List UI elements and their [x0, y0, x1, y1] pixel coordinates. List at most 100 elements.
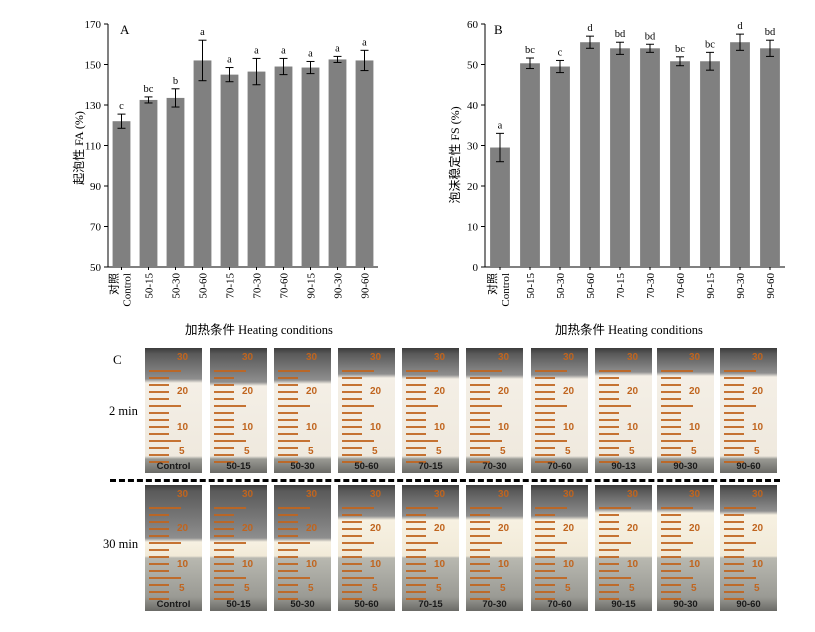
- graduation-number: 20: [177, 386, 189, 397]
- graduation-mark: [342, 447, 362, 449]
- graduation-mark: [470, 419, 490, 421]
- graduation-number: 10: [434, 559, 446, 570]
- graduation-mark: [406, 419, 426, 421]
- graduation-mark: [342, 577, 374, 579]
- graduation-mark: [342, 542, 374, 544]
- graduation-mark: [599, 398, 619, 400]
- graduation-mark: [661, 521, 681, 523]
- graduation-mark: [599, 412, 619, 414]
- graduation-number: 30: [306, 489, 318, 500]
- graduation-mark: [149, 384, 169, 386]
- sample-label: 70-15: [418, 599, 443, 610]
- graduation-mark: [214, 577, 246, 579]
- graduation-mark: [661, 377, 681, 379]
- graduation-mark: [661, 570, 681, 572]
- graduation-mark: [535, 412, 555, 414]
- graduation-mark: [278, 440, 310, 442]
- sample-label: 90-60: [736, 461, 761, 472]
- graduation-mark: [406, 570, 426, 572]
- foam-tube-photo: 30 20 10 5 Control: [145, 485, 202, 611]
- graduation-mark: [470, 556, 490, 558]
- graduation-mark: [342, 598, 362, 600]
- graduation-mark: [470, 405, 502, 407]
- graduation-mark: [406, 461, 426, 463]
- graduation-mark: [406, 528, 426, 530]
- graduation-mark: [661, 419, 681, 421]
- graduation-mark: [470, 440, 502, 442]
- graduation-number: 30: [689, 352, 701, 363]
- graduation-number: 5: [754, 583, 760, 594]
- graduation-mark: [661, 528, 681, 530]
- graduation-mark: [470, 521, 490, 523]
- graduation-mark: [406, 384, 426, 386]
- foam-tube-photo: 30 20 10 5 70-30: [466, 348, 523, 473]
- graduation-number: 30: [177, 489, 189, 500]
- graduation-number: 5: [754, 446, 760, 457]
- graduation-mark: [342, 391, 362, 393]
- graduation-number: 30: [370, 352, 382, 363]
- foam-tube-photo: 30 20 10 5 70-60: [531, 485, 588, 611]
- graduation-mark: [535, 391, 555, 393]
- sample-label: 70-30: [482, 599, 507, 610]
- graduation-number: 30: [306, 352, 318, 363]
- graduation-mark: [470, 370, 502, 372]
- graduation-mark: [278, 412, 298, 414]
- graduation-number: 20: [627, 386, 639, 397]
- graduation-mark: [214, 570, 234, 572]
- graduation-mark: [214, 563, 234, 565]
- graduation-mark: [599, 591, 619, 593]
- graduation-mark: [535, 570, 555, 572]
- graduation-mark: [535, 440, 567, 442]
- graduation-mark: [342, 433, 362, 435]
- graduation-mark: [470, 433, 490, 435]
- x-axis-title-b: 加热条件 Heating conditions: [555, 323, 703, 337]
- graduation-mark: [724, 461, 744, 463]
- graduation-number: 10: [627, 559, 639, 570]
- graduation-number: 20: [306, 523, 318, 534]
- graduation-mark: [599, 563, 619, 565]
- graduation-mark: [406, 542, 438, 544]
- graduation-number: 30: [752, 352, 764, 363]
- graduation-mark: [470, 447, 490, 449]
- graduation-mark: [599, 584, 619, 586]
- graduation-mark: [278, 419, 298, 421]
- graduation-mark: [406, 454, 426, 456]
- graduation-number: 5: [308, 446, 314, 457]
- graduation-number: 30: [627, 489, 639, 500]
- graduation-number: 30: [242, 489, 254, 500]
- graduation-mark: [661, 591, 681, 593]
- graduation-mark: [278, 549, 298, 551]
- graduation-mark: [149, 549, 169, 551]
- graduation-mark: [724, 377, 744, 379]
- graduation-number: 20: [498, 386, 510, 397]
- graduation-mark: [278, 514, 298, 516]
- sample-label: 70-15: [418, 461, 443, 472]
- graduation-mark: [470, 461, 490, 463]
- graduation-mark: [535, 398, 555, 400]
- graduation-mark: [406, 391, 426, 393]
- graduation-mark: [149, 514, 169, 516]
- graduation-mark: [599, 384, 619, 386]
- graduation-mark: [470, 377, 490, 379]
- graduation-mark: [342, 521, 362, 523]
- graduation-mark: [535, 521, 555, 523]
- graduation-number: 20: [306, 386, 318, 397]
- graduation-mark: [342, 370, 374, 372]
- graduation-mark: [342, 514, 362, 516]
- graduation-mark: [599, 461, 619, 463]
- graduation-mark: [470, 549, 490, 551]
- sample-label: 50-15: [226, 461, 251, 472]
- sample-label: Control: [156, 599, 191, 610]
- graduation-mark: [278, 563, 298, 565]
- graduation-mark: [406, 584, 426, 586]
- graduation-number: 10: [177, 559, 189, 570]
- graduation-number: 5: [436, 583, 442, 594]
- graduation-mark: [149, 377, 169, 379]
- graduation-mark: [535, 461, 555, 463]
- graduation-mark: [149, 433, 169, 435]
- graduation-mark: [724, 398, 744, 400]
- graduation-mark: [724, 447, 744, 449]
- graduation-mark: [535, 528, 555, 530]
- graduation-mark: [406, 556, 426, 558]
- graduation-mark: [149, 405, 181, 407]
